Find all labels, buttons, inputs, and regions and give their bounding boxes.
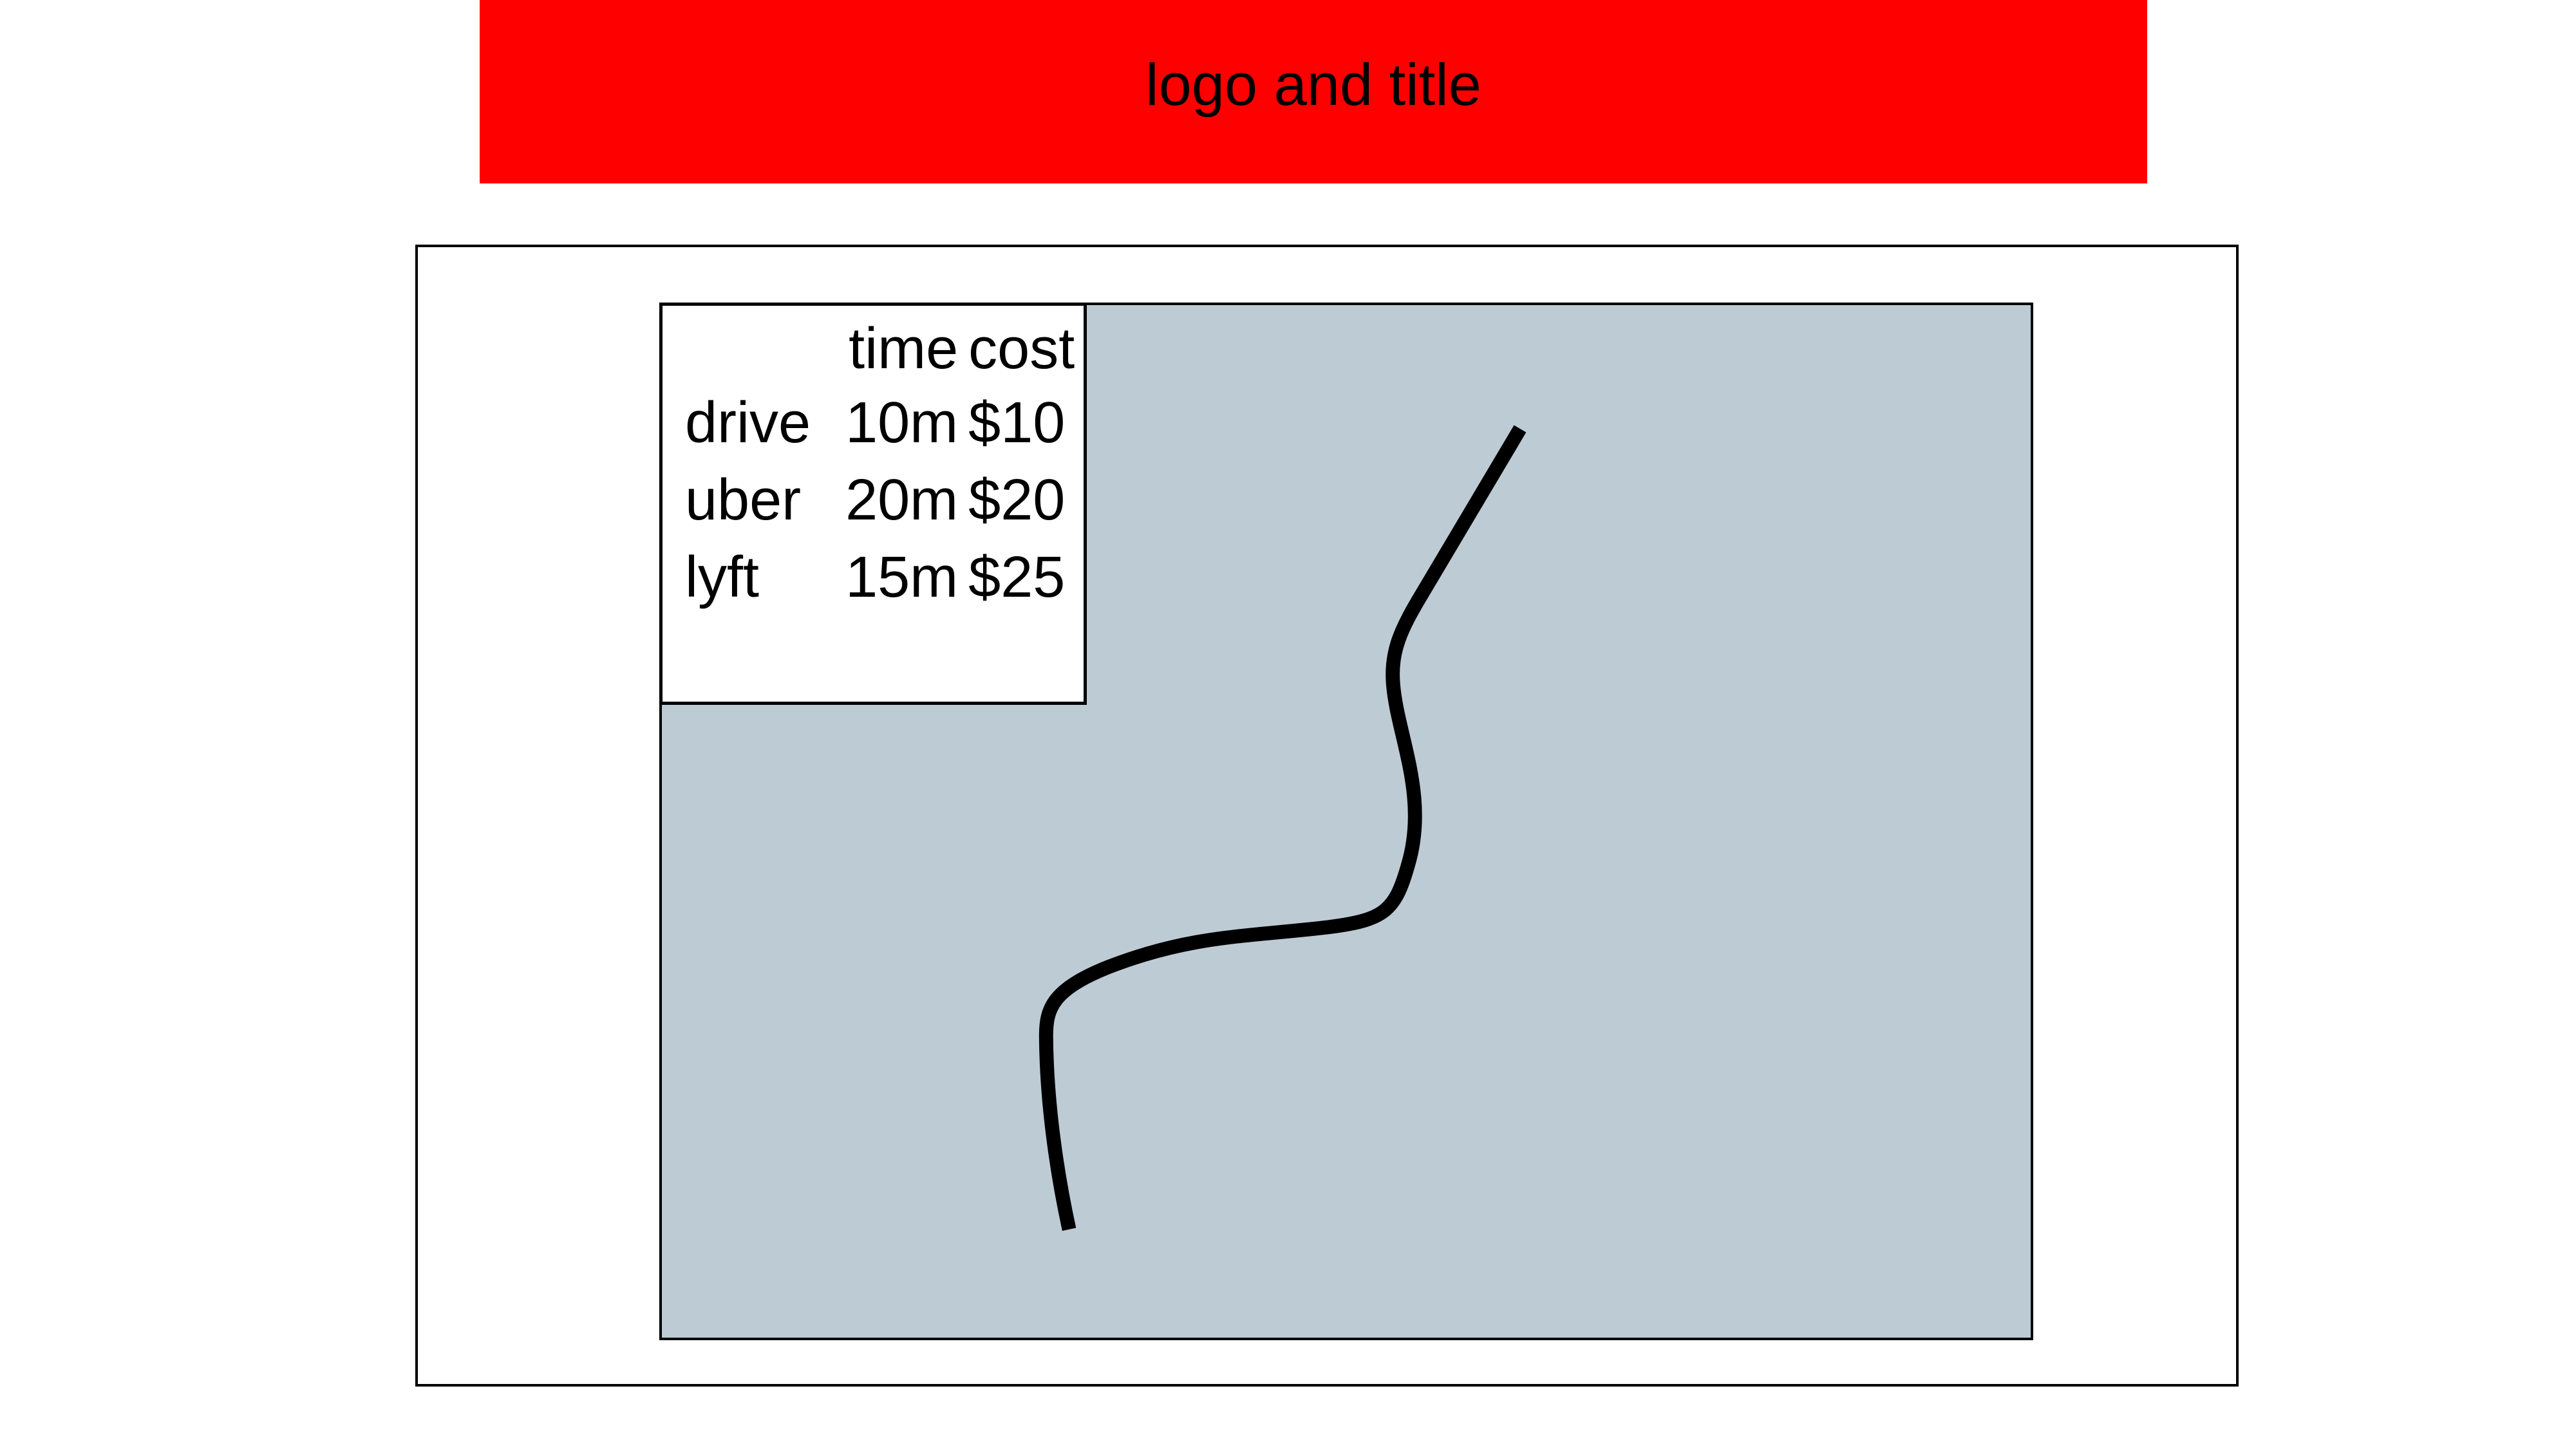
cost-value: $20: [963, 462, 1081, 539]
column-header-mode: [679, 313, 839, 384]
table-header-row: time cost: [679, 313, 1081, 384]
table-row-drive[interactable]: drive 10m $10: [679, 384, 1081, 462]
time-value: 20m: [839, 462, 963, 539]
mode-label: drive: [679, 384, 839, 462]
time-value: 15m: [839, 539, 963, 616]
route-path: [1046, 429, 1520, 1229]
time-value: 10m: [839, 384, 963, 462]
travel-options-panel: time cost drive 10m $10 uber 20m $20 lyf…: [659, 303, 1087, 705]
mode-label: lyft: [679, 539, 839, 616]
mode-label: uber: [679, 462, 839, 539]
travel-options-table: time cost drive 10m $10 uber 20m $20 lyf…: [679, 313, 1081, 616]
cost-value: $25: [963, 539, 1081, 616]
cost-value: $10: [963, 384, 1081, 462]
column-header-cost: cost: [963, 313, 1081, 384]
logo-and-title: logo and title: [1145, 51, 1481, 119]
table-row-uber[interactable]: uber 20m $20: [679, 462, 1081, 539]
table-row-lyft[interactable]: lyft 15m $25: [679, 539, 1081, 616]
header-banner: logo and title: [480, 0, 2147, 183]
column-header-time: time: [839, 313, 963, 384]
